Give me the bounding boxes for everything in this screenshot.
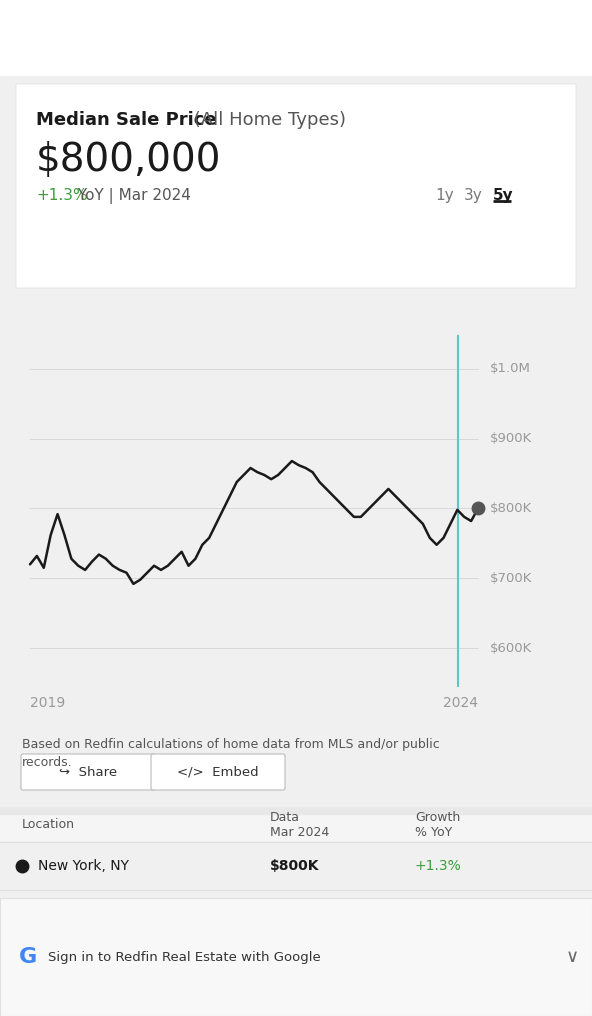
Text: +1.3%: +1.3% <box>415 859 462 873</box>
Text: 1y: 1y <box>435 188 453 203</box>
FancyBboxPatch shape <box>447 11 581 65</box>
Text: Growth
% YoY: Growth % YoY <box>415 811 460 839</box>
Text: 5y: 5y <box>493 188 514 203</box>
Text: </>  Embed: </> Embed <box>177 765 259 778</box>
Text: Median Sale Price: Median Sale Price <box>36 111 217 129</box>
Bar <box>0 811 592 841</box>
Text: Filters: Filters <box>48 31 88 45</box>
FancyBboxPatch shape <box>151 754 285 790</box>
Text: 3y: 3y <box>464 188 482 203</box>
FancyBboxPatch shape <box>124 11 228 65</box>
FancyBboxPatch shape <box>16 84 576 288</box>
Text: +1.3%: +1.3% <box>36 188 88 203</box>
Text: Save search: Save search <box>466 31 562 45</box>
FancyBboxPatch shape <box>21 754 155 790</box>
FancyBboxPatch shape <box>322 11 436 65</box>
Text: $1.0M: $1.0M <box>490 363 531 376</box>
Text: $800K: $800K <box>270 859 320 873</box>
Text: Based on Redfin calculations of home data from MLS and/or public
records.: Based on Redfin calculations of home dat… <box>22 738 440 769</box>
Text: Location: Location <box>22 819 75 831</box>
Text: G: G <box>19 947 37 967</box>
Text: $900K: $900K <box>490 432 532 445</box>
FancyBboxPatch shape <box>15 11 121 65</box>
Text: New York, NY: New York, NY <box>38 859 129 873</box>
FancyBboxPatch shape <box>231 11 319 65</box>
Text: Sign in to Redfin Real Estate with Google: Sign in to Redfin Real Estate with Googl… <box>48 951 321 963</box>
Text: $600K: $600K <box>490 641 532 654</box>
Text: For sale: For sale <box>150 31 202 45</box>
Text: $700K: $700K <box>490 572 532 585</box>
Text: ↪  Share: ↪ Share <box>59 765 117 778</box>
Text: $800K: $800K <box>490 502 532 515</box>
Text: $800,000: $800,000 <box>36 141 221 179</box>
Text: ∨: ∨ <box>565 948 578 966</box>
Text: 2024: 2024 <box>443 696 478 710</box>
Text: 2019: 2019 <box>30 696 65 710</box>
Bar <box>0 898 592 1016</box>
Text: (All Home Types): (All Home Types) <box>188 111 346 129</box>
Text: Data
Mar 2024: Data Mar 2024 <box>270 811 329 839</box>
Text: Price: Price <box>259 31 291 45</box>
Text: YoY | Mar 2024: YoY | Mar 2024 <box>73 188 191 204</box>
Text: Home type: Home type <box>342 31 416 45</box>
